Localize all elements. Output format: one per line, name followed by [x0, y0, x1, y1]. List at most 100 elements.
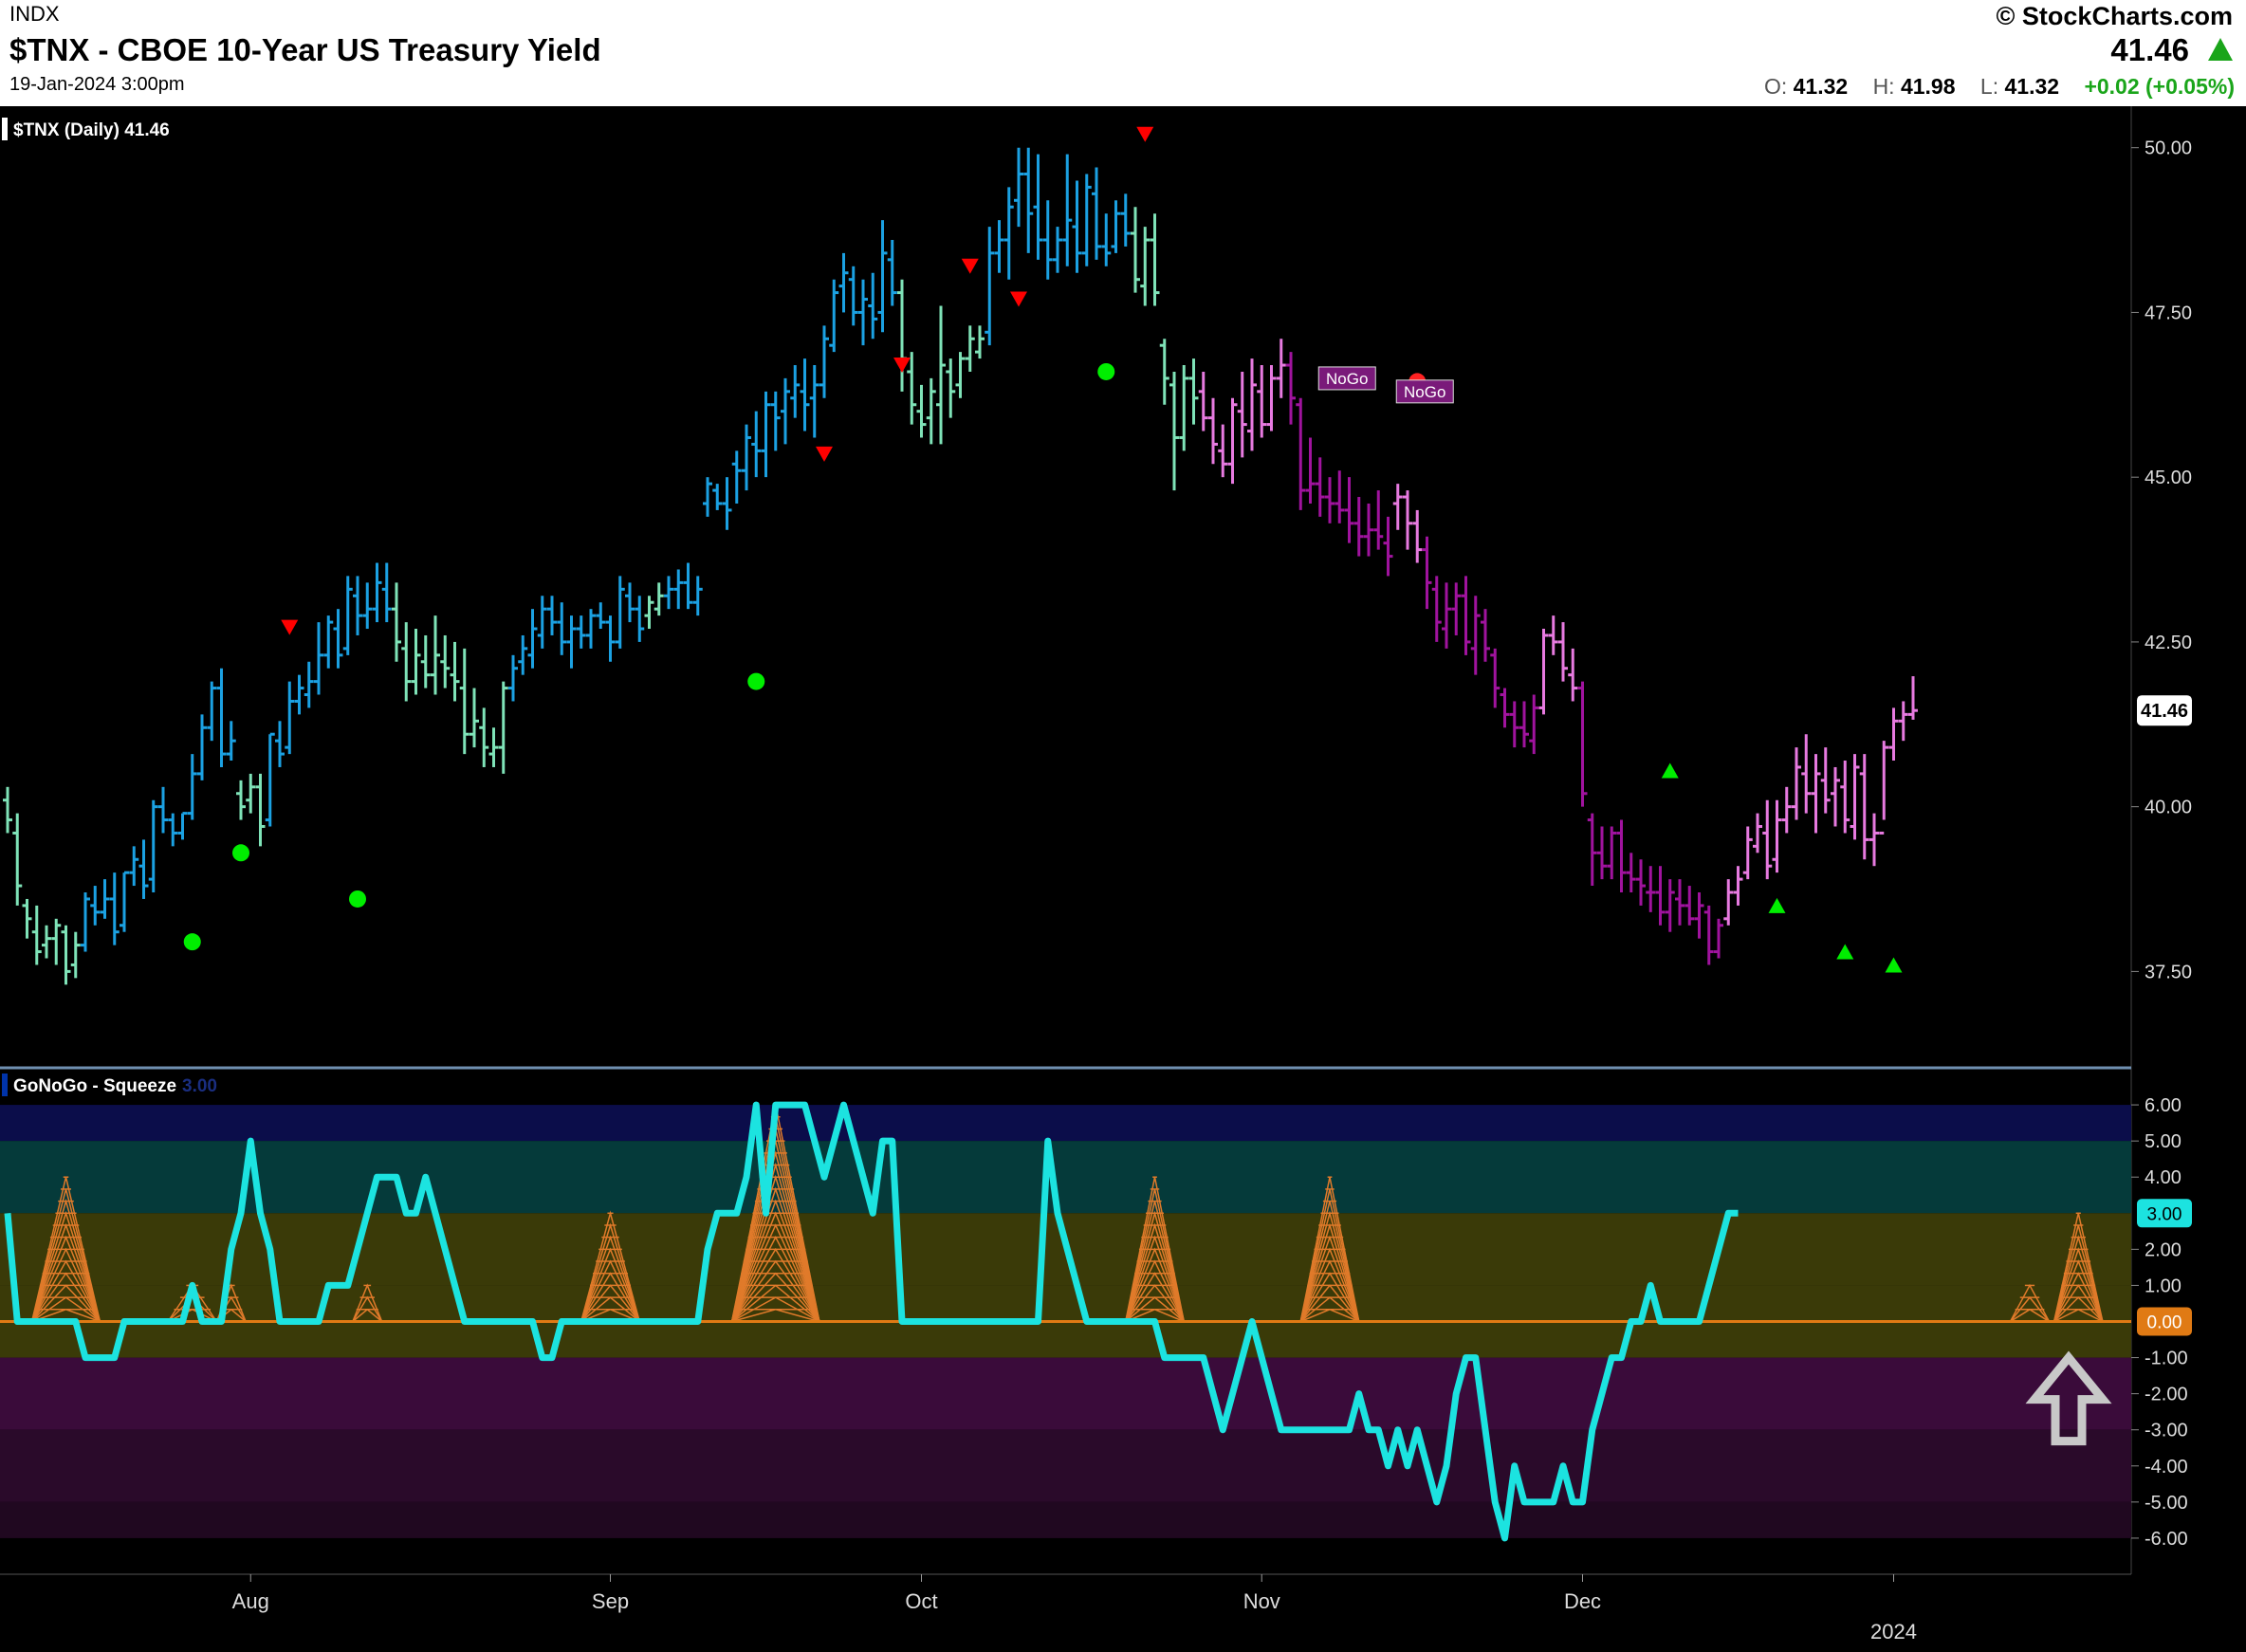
- ohlc-bar: [1014, 147, 1023, 228]
- ohlc-bar: [1247, 358, 1257, 451]
- ohlc-bar: [1879, 741, 1889, 835]
- xtick-label: Aug: [232, 1589, 269, 1613]
- nogo-badge-label: NoGo: [1326, 370, 1368, 388]
- ohlc-bar: [1850, 754, 1860, 840]
- ohlc-bar: [1344, 477, 1354, 543]
- ohlc-bar: [946, 358, 956, 418]
- ohlc-bar: [381, 562, 392, 623]
- ohlc-bar: [1470, 596, 1481, 675]
- up-triangle-marker: [1885, 957, 1903, 973]
- ohlc-bar: [877, 220, 888, 333]
- ohlc-bar: [1538, 629, 1549, 715]
- ohlc-bar: [1305, 437, 1316, 504]
- ohlc-bar: [420, 634, 431, 688]
- open-label: O:: [1763, 74, 1788, 99]
- change-value: +0.02 (+0.05%): [2084, 74, 2235, 99]
- ohlc-bar: [450, 641, 460, 702]
- squeeze-ytick-label: 6.00: [2145, 1095, 2182, 1116]
- down-triangle-marker: [893, 358, 911, 374]
- ohlc-bar: [1898, 701, 1908, 742]
- ohlc-bar: [1403, 490, 1412, 550]
- chart-datetime: 19-Jan-2024 3:00pm: [9, 74, 185, 95]
- ohlc-bar: [1315, 457, 1325, 517]
- ohlc-bar: [1753, 813, 1762, 854]
- ohlc-bar: [197, 714, 207, 780]
- ohlc-bar: [994, 220, 1004, 273]
- ohlc-bar: [1101, 213, 1112, 266]
- ohlc-bar: [431, 615, 440, 695]
- squeeze-ytick-label: 5.00: [2145, 1131, 2182, 1152]
- ohlc-bar: [858, 279, 868, 346]
- squeeze-ytick-label: -4.00: [2145, 1457, 2188, 1478]
- ohlc-bar: [731, 450, 742, 504]
- ohlc-bar: [469, 688, 479, 748]
- ohlc-bar: [42, 925, 51, 959]
- squeeze-ytick-label: -3.00: [2145, 1421, 2188, 1441]
- ohlc-bar: [527, 609, 538, 669]
- ohlc-bar: [323, 615, 334, 669]
- squeeze-title: GoNoGo - Squeeze: [13, 1076, 176, 1096]
- ohlc-bar: [275, 721, 285, 767]
- ohlc-bar: [751, 411, 762, 478]
- ohlc-bar: [1364, 503, 1373, 557]
- ohlc-bar: [314, 622, 323, 695]
- ohlc-bar: [975, 325, 985, 359]
- ohlc-bar: [1237, 371, 1247, 458]
- ohlc-bar: [1655, 866, 1666, 926]
- go-dot-marker: [232, 844, 249, 862]
- squeeze-ytick-label: 1.00: [2145, 1276, 2182, 1296]
- ohlc-bar: [673, 569, 684, 610]
- squeeze-ytick-label: -2.00: [2145, 1385, 2188, 1405]
- ohlc-bar: [1451, 582, 1462, 635]
- ohlc-bar: [664, 576, 673, 610]
- go-dot-marker: [1097, 362, 1115, 380]
- ohlc-bar: [1442, 582, 1451, 649]
- brand-logo: © StockCharts.com: [1996, 2, 2233, 30]
- ohlc-bar: [985, 227, 995, 346]
- ohlc-bar: [596, 602, 606, 630]
- ohlc-bar: [848, 266, 858, 326]
- ohlc-bar: [1859, 754, 1869, 860]
- ohlc-bar: [722, 477, 732, 530]
- ohlc-bar: [1276, 339, 1286, 398]
- ohlc-bar: [1412, 509, 1423, 563]
- ohlc-bar: [809, 365, 819, 438]
- ohlc-bar: [1208, 397, 1218, 465]
- ohlc-bar: [770, 391, 781, 451]
- up-arrow-icon: [2208, 38, 2233, 61]
- ohlc-bar: [401, 622, 412, 702]
- ohlc-bar: [1286, 352, 1296, 425]
- ohlc-bar: [819, 325, 829, 398]
- down-triangle-marker: [1010, 291, 1027, 307]
- ohlc-bar: [1665, 879, 1675, 932]
- ohlc-bar: [1092, 167, 1101, 260]
- squeeze-ytick-label: -1.00: [2145, 1349, 2188, 1369]
- ohlc-bar: [615, 576, 625, 649]
- ohlc-bar: [22, 898, 32, 939]
- ohlc-bar: [537, 596, 547, 649]
- ohlc-bar: [1684, 886, 1695, 926]
- ohlc-bar: [1792, 747, 1801, 820]
- ohlc-bar: [1335, 470, 1345, 523]
- high-label: H:: [1872, 74, 1895, 99]
- ohlc-bar: [605, 615, 616, 662]
- low-value: 41.32: [2004, 74, 2060, 99]
- ohlc-bar: [1840, 761, 1850, 834]
- ohlc-bar: [1081, 174, 1092, 266]
- ohlc-bar: [1762, 799, 1773, 880]
- ohlc-bar: [557, 602, 567, 655]
- ohlc-bar: [362, 582, 373, 630]
- ohlc-bar: [1558, 622, 1568, 682]
- ohlc-bar: [498, 681, 508, 774]
- ohlc-bar: [411, 629, 421, 695]
- ohlc-bar: [70, 931, 81, 979]
- ohlc-bar: [129, 846, 139, 887]
- ohlc-bar: [965, 325, 975, 372]
- ohlc-bar: [1548, 615, 1558, 655]
- ohlc-bar: [508, 654, 518, 702]
- ohlc-bar: [246, 773, 256, 814]
- go-dot-marker: [747, 672, 765, 690]
- last-value-tag: [2137, 695, 2192, 726]
- ohlc-bar: [1218, 424, 1228, 478]
- ohlc-bar: [907, 352, 917, 425]
